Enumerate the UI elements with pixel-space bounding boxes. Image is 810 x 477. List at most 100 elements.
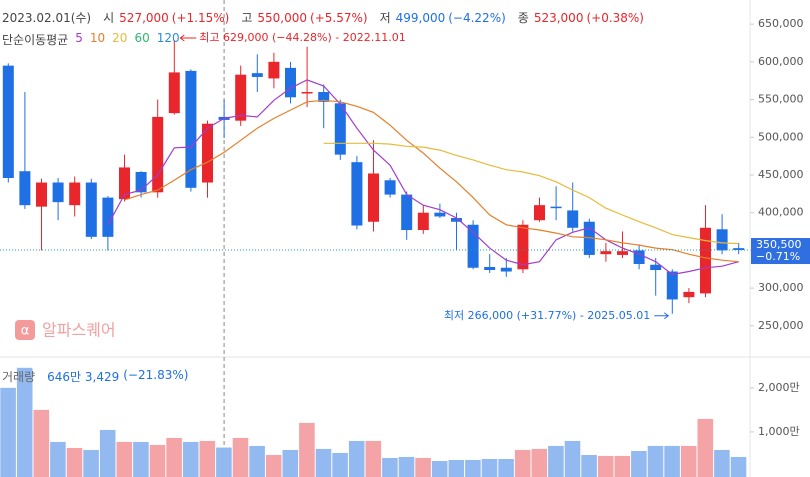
- ma-line: [124, 99, 739, 263]
- candle-body: [268, 61, 280, 79]
- watermark: 알파스퀘어: [42, 321, 116, 340]
- ma-line: [323, 142, 739, 245]
- candle-body: [716, 229, 728, 251]
- candle-body: [567, 210, 579, 228]
- volume-bar: [282, 449, 299, 477]
- volume-bar: [116, 441, 133, 477]
- candle-body: [19, 171, 31, 206]
- ohlc-label: 저: [379, 11, 391, 25]
- high-annotation: 최고 629,000 (−44.28%) - 2022.11.01: [199, 31, 405, 44]
- legend-title: 단순이동평균: [2, 33, 69, 47]
- volume-bar: [199, 440, 216, 477]
- candle-body: [119, 167, 130, 200]
- volume-change: (−21.83%): [123, 368, 189, 382]
- candle-body: [550, 206, 562, 209]
- ohlc-value: 527,000: [119, 11, 169, 25]
- candle-body: [69, 182, 81, 206]
- candle-body: [384, 180, 396, 195]
- volume-bar: [332, 452, 348, 477]
- ohlc-label: 종: [517, 11, 529, 25]
- volume-bar: [697, 418, 714, 477]
- price-header: 2023.02.01(수) 시 527,000 (+1.15%) 고 550,000 (+5…: [2, 9, 644, 26]
- volume-bar: [83, 449, 99, 477]
- volume-header: 거래량 646만 3,429 (−21.83%): [2, 368, 188, 385]
- volume-bar: [564, 440, 581, 477]
- volume-bar: [664, 445, 680, 477]
- volume-bar: [514, 449, 531, 477]
- candle-body: [650, 264, 662, 271]
- volume-bar: [448, 459, 465, 477]
- y-tick-label: 2,000만: [758, 381, 800, 394]
- candle-body: [683, 291, 695, 298]
- volume-bar: [398, 456, 415, 477]
- candle-body: [285, 67, 296, 98]
- volume-bar: [249, 445, 265, 477]
- candle-body: [517, 224, 529, 270]
- volume-bar: [481, 458, 498, 477]
- candle-body: [318, 92, 330, 102]
- ohlc-label: 고: [241, 11, 253, 25]
- low-arrow: [654, 312, 670, 320]
- candle-body: [168, 72, 180, 114]
- volume-bar: [614, 455, 631, 477]
- volume-bar: [631, 450, 647, 477]
- y-tick-label: 600,000: [758, 55, 804, 68]
- price-box: [751, 238, 810, 265]
- volume-bar: [680, 445, 697, 477]
- ohlc-item: 저 499,000 (−4.22%): [380, 9, 506, 26]
- candle-body: [52, 182, 64, 203]
- y-tick-label: 550,000: [758, 93, 804, 106]
- candle-body: [135, 171, 147, 193]
- volume-bar: [16, 367, 33, 477]
- candle-body: [583, 221, 595, 255]
- ohlc-item: 시 527,000 (+1.15%): [103, 9, 229, 26]
- legend-entry: 5: [75, 31, 83, 45]
- candle-body: [401, 194, 413, 231]
- ohlc-change: (+5.57%): [310, 11, 368, 25]
- candle-body: [368, 173, 379, 222]
- volume-bar: [133, 441, 149, 477]
- volume-bar: [597, 455, 614, 477]
- candle-body: [36, 182, 47, 207]
- candle-body: [451, 217, 462, 222]
- candle-body: [334, 103, 346, 155]
- candle-body: [633, 250, 645, 264]
- candle-body: [2, 65, 14, 178]
- candle-body: [467, 224, 479, 268]
- volume-title: 거래량: [2, 370, 36, 384]
- legend-entry: 120: [156, 31, 180, 45]
- legend-entry: 20: [112, 31, 128, 45]
- volume-bar: [581, 454, 597, 477]
- y-tick-label: 450,000: [758, 168, 804, 181]
- candle-body: [152, 116, 164, 193]
- volume-bar: [0, 387, 16, 477]
- candle-body: [700, 227, 711, 294]
- volume-bar: [232, 437, 249, 477]
- volume-bar: [299, 422, 315, 477]
- ma-line: [107, 79, 739, 276]
- y-tick-label: 300,000: [758, 281, 804, 294]
- price-label: 350,500: [756, 238, 802, 251]
- candle-body: [235, 74, 247, 121]
- candle-body: [666, 271, 678, 300]
- volume-bar: [265, 454, 282, 477]
- candle-body: [484, 267, 496, 271]
- candle-body: [617, 251, 628, 255]
- volume-bar: [365, 440, 382, 477]
- volume-bar: [548, 445, 564, 477]
- low-annotation: 최저 266,000 (+31.77%) - 2025.05.01: [444, 309, 650, 322]
- volume-bar: [348, 440, 365, 477]
- logo: [15, 320, 35, 340]
- volume-bar: [465, 459, 481, 477]
- y-tick-label: 400,000: [758, 206, 804, 219]
- volume-bar: [382, 457, 398, 477]
- candle-body: [733, 248, 745, 251]
- date: 2023.02.01(수): [2, 11, 92, 25]
- candle-body: [434, 212, 446, 217]
- ohlc-item: 종 523,000 (+0.38%): [518, 9, 644, 26]
- candle-body: [202, 123, 213, 183]
- candle-body: [500, 267, 512, 272]
- volume-bar: [714, 449, 730, 477]
- volume-bar: [149, 444, 166, 477]
